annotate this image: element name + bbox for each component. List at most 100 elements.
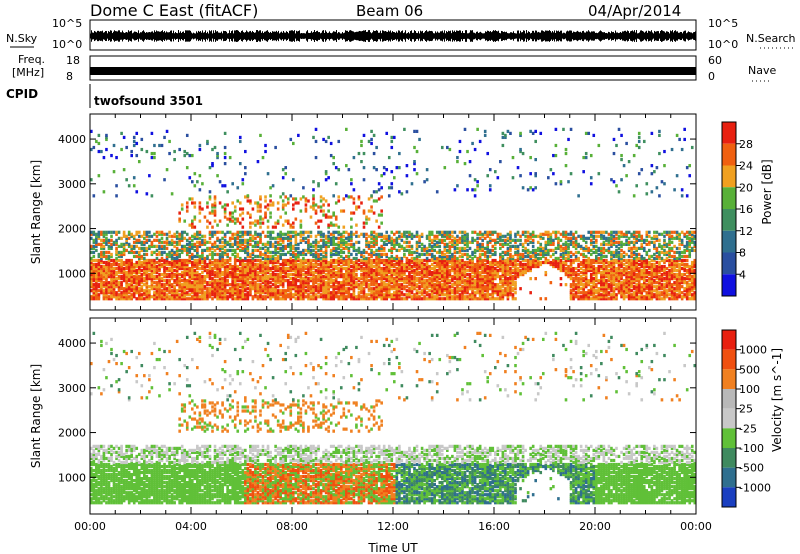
range-cell <box>292 234 295 238</box>
range-cell <box>137 275 141 279</box>
range-cell <box>387 240 391 244</box>
range-cell <box>425 275 429 279</box>
range-cell <box>380 297 383 301</box>
range-cell <box>203 281 207 285</box>
range-cell <box>294 246 298 251</box>
range-cell <box>582 262 585 267</box>
range-cell <box>125 236 128 240</box>
range-cell <box>663 260 666 265</box>
range-cell <box>380 270 383 275</box>
range-cell <box>408 283 411 287</box>
range-cell <box>112 268 116 273</box>
range-cell <box>213 266 217 271</box>
range-cell <box>90 244 93 248</box>
range-cell <box>367 272 371 277</box>
range-cell <box>494 266 497 271</box>
range-cell <box>140 272 144 277</box>
range-cell <box>415 291 419 295</box>
range-cell <box>456 250 459 255</box>
range-cell <box>107 289 111 293</box>
range-cell <box>569 268 573 273</box>
range-cell <box>324 246 328 251</box>
range-cell <box>587 258 591 263</box>
range-cell <box>345 260 348 265</box>
range-cell <box>365 285 368 289</box>
range-cell <box>448 297 452 301</box>
range-cell <box>110 287 113 291</box>
range-cell <box>165 283 169 287</box>
range-cell <box>158 268 161 273</box>
range-cell <box>178 236 181 240</box>
range-cell <box>675 258 679 263</box>
range-cell <box>395 293 399 297</box>
range-cell <box>630 270 633 275</box>
range-cell <box>216 275 219 279</box>
range-cell <box>274 264 277 269</box>
range-cell <box>478 275 482 279</box>
range-cell <box>418 285 421 289</box>
range-cell <box>168 275 171 279</box>
range-cell <box>660 283 664 287</box>
range-cell <box>286 260 290 265</box>
range-cell <box>577 295 580 299</box>
range-cell <box>375 234 378 238</box>
range-cell <box>107 258 111 263</box>
range-cell <box>105 272 108 277</box>
range-cell <box>213 258 217 263</box>
range-cell <box>352 283 356 287</box>
range-cell <box>269 258 272 263</box>
range-cell <box>254 289 257 293</box>
range-cell <box>271 289 275 293</box>
range-cell <box>339 238 343 242</box>
range-cell <box>352 279 356 283</box>
range-cell <box>382 285 386 289</box>
range-cell <box>693 258 697 263</box>
range-cell <box>587 260 591 265</box>
range-cell <box>403 293 406 297</box>
range-cell <box>259 270 262 275</box>
range-cell <box>372 252 376 257</box>
range-cell <box>408 277 411 281</box>
range-cell <box>473 291 477 295</box>
range-cell <box>148 272 151 277</box>
range-cell <box>440 260 444 265</box>
range-cell <box>446 279 449 283</box>
range-cell <box>191 262 194 267</box>
range-cell <box>453 246 457 251</box>
range-cell <box>395 268 399 273</box>
range-cell <box>332 283 335 287</box>
range-cell <box>675 277 679 281</box>
range-cell <box>251 287 255 291</box>
range-cell <box>329 264 333 269</box>
range-cell <box>534 258 537 263</box>
range-cell <box>175 279 179 283</box>
range-cell <box>251 277 255 281</box>
range-cell <box>153 275 156 279</box>
range-cell <box>675 260 679 265</box>
range-cell <box>625 275 628 279</box>
range-cell <box>191 281 194 285</box>
range-cell <box>577 262 580 267</box>
range-cell <box>201 270 204 275</box>
range-cell <box>105 232 108 236</box>
range-cell <box>544 272 548 277</box>
range-cell <box>223 252 227 257</box>
range-cell <box>610 258 613 263</box>
range-cell <box>660 275 664 279</box>
range-cell <box>597 297 601 301</box>
range-cell <box>150 252 154 257</box>
range-cell <box>115 258 118 263</box>
range-cell <box>158 281 161 285</box>
range-cell <box>529 264 532 269</box>
range-cell <box>481 260 484 265</box>
range-cell <box>557 266 560 271</box>
range-cell <box>193 291 197 295</box>
range-cell <box>415 279 419 283</box>
range-cell <box>107 254 111 259</box>
range-cell <box>208 264 212 269</box>
range-cell <box>102 238 106 242</box>
range-cell <box>221 240 224 244</box>
range-cell <box>352 281 356 285</box>
range-cell <box>95 285 98 289</box>
range-cell <box>693 295 697 299</box>
